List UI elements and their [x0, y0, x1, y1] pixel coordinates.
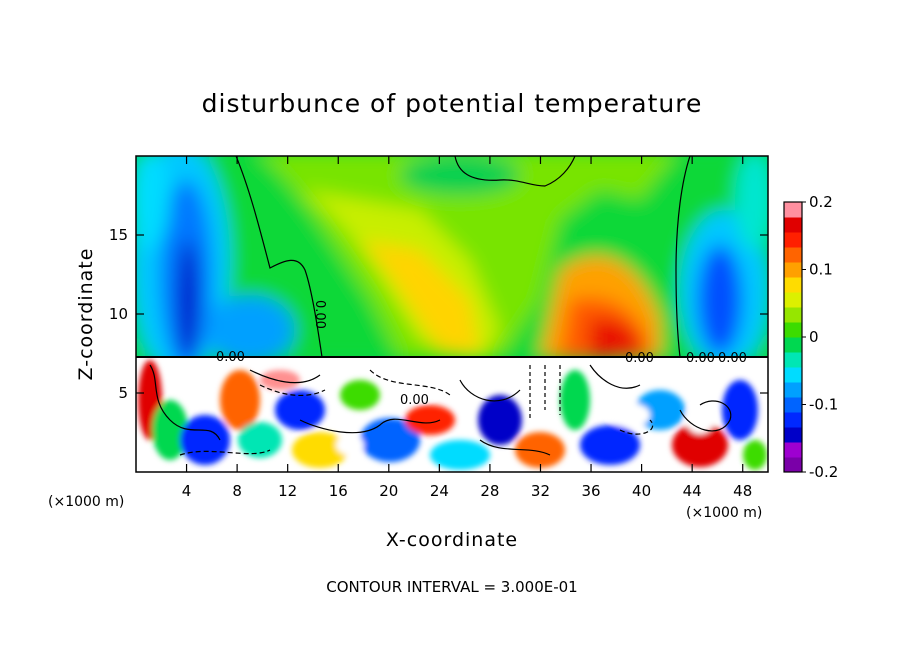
contour-label: 0.00: [312, 300, 327, 329]
contour-label: 0.00: [625, 351, 654, 366]
x-tick-label: 40: [632, 482, 651, 500]
x-unit-right: (×1000 m): [686, 505, 762, 521]
heatmap-field: 0.00 0.00 0.00 0.00 0.00 0.00: [136, 156, 768, 472]
colorbar-swatch: [784, 412, 802, 428]
colorbar-swatch: [784, 427, 802, 443]
x-tick-label: 24: [430, 482, 449, 500]
x-tick-label: 44: [683, 482, 702, 500]
colorbar-swatch: [784, 307, 802, 323]
contour-interval-footer: CONTOUR INTERVAL = 3.000E-01: [326, 578, 577, 596]
colorbar-swatch: [784, 352, 802, 368]
x-tick-label: 36: [581, 482, 600, 500]
colorbar-tick-label: 0: [809, 328, 819, 346]
colorbar-tick-label: 0.1: [809, 261, 833, 279]
colorbar-tick-label: 0.2: [809, 193, 833, 211]
contour-label: 0.00: [216, 350, 245, 365]
colorbar-swatch: [784, 367, 802, 383]
x-tick-label: 4: [182, 482, 192, 500]
colorbar-swatch: [784, 397, 802, 413]
colorbar-swatch: [784, 457, 802, 473]
contour-label: 0.00: [686, 351, 715, 366]
contour-label: 0.00: [718, 351, 747, 366]
y-tick-label: 10: [109, 305, 128, 323]
colorbar-tick-label: -0.1: [809, 396, 838, 414]
colorbar-swatch: [784, 442, 802, 458]
x-tick-label: 16: [329, 482, 348, 500]
x-axis-label: X-coordinate: [386, 529, 518, 551]
contour-label: 0.00: [400, 393, 429, 408]
x-axis: 4 8 12 16 20 24 28 32 36 40 44 48: [182, 156, 752, 500]
colorbar: 0.2 0.1 0 -0.1 -0.2: [783, 193, 838, 481]
x-tick-label: 48: [733, 482, 752, 500]
colorbar-swatch: [784, 292, 802, 308]
x-unit-left: (×1000 m): [48, 494, 124, 510]
colorbar-swatch: [784, 322, 802, 338]
colorbar-swatch: [784, 202, 802, 218]
colorbar-swatch: [784, 277, 802, 293]
colorbar-swatch: [784, 382, 802, 398]
colorbar-swatch: [784, 232, 802, 248]
chart-title: disturbunce of potential temperature: [202, 89, 703, 118]
colorbar-tick-label: -0.2: [809, 463, 838, 481]
colorbar-swatch: [784, 337, 802, 353]
colorbar-swatch: [784, 247, 802, 263]
x-tick-label: 12: [278, 482, 297, 500]
x-tick-label: 20: [379, 482, 398, 500]
y-axis-label: Z-coordinate: [75, 248, 97, 381]
x-tick-label: 32: [531, 482, 550, 500]
x-tick-label: 8: [232, 482, 242, 500]
y-tick-label: 5: [118, 384, 128, 402]
y-tick-label: 15: [109, 226, 128, 244]
colorbar-swatch: [784, 217, 802, 233]
x-tick-label: 28: [480, 482, 499, 500]
colorbar-swatch: [784, 262, 802, 278]
y-axis: 5 10 15: [109, 226, 768, 402]
